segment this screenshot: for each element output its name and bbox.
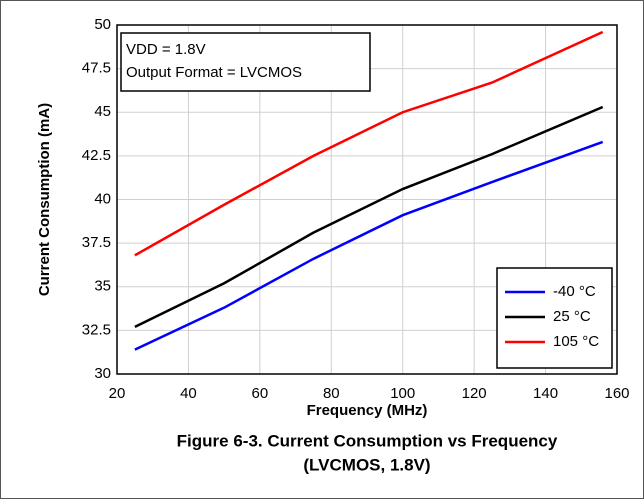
y-tick-label: 45 xyxy=(94,103,111,120)
series-line xyxy=(134,105,604,329)
x-tick-label: 80 xyxy=(323,385,340,402)
y-tick-label: 37.5 xyxy=(82,234,111,251)
series-line xyxy=(134,30,604,257)
x-axis-label: Frequency (MHz) xyxy=(307,402,428,419)
annotation-box xyxy=(120,32,371,92)
y-axis-label: Current Consumption (mA) xyxy=(36,103,53,296)
x-tick-label: 20 xyxy=(109,385,126,402)
annotation-text: VDD = 1.8V xyxy=(126,41,206,58)
y-tick-label: 35 xyxy=(94,278,111,295)
y-tick-label: 40 xyxy=(94,190,111,207)
x-tick-label: 40 xyxy=(180,385,197,402)
x-tick-label: 120 xyxy=(462,385,487,402)
y-tick-label: 50 xyxy=(94,16,111,33)
x-tick-label: 60 xyxy=(252,385,269,402)
y-tick-label: 42.5 xyxy=(82,147,111,164)
series-line xyxy=(134,140,604,351)
caption: (LVCMOS, 1.8V) xyxy=(303,455,430,474)
legend-label: -40 °C xyxy=(553,283,596,300)
y-tick-label: 30 xyxy=(94,365,111,382)
y-tick-label: 47.5 xyxy=(82,60,111,77)
legend-label: 25 °C xyxy=(553,308,591,325)
legend-label: 105 °C xyxy=(553,333,599,350)
x-tick-label: 160 xyxy=(604,385,629,402)
x-tick-label: 140 xyxy=(533,385,558,402)
plot-border xyxy=(116,24,618,375)
caption: Figure 6-3. Current Consumption vs Frequ… xyxy=(177,431,558,450)
y-tick-label: 32.5 xyxy=(82,321,111,338)
x-tick-label: 100 xyxy=(390,385,415,402)
annotation-text: Output Format = LVCMOS xyxy=(126,64,302,81)
